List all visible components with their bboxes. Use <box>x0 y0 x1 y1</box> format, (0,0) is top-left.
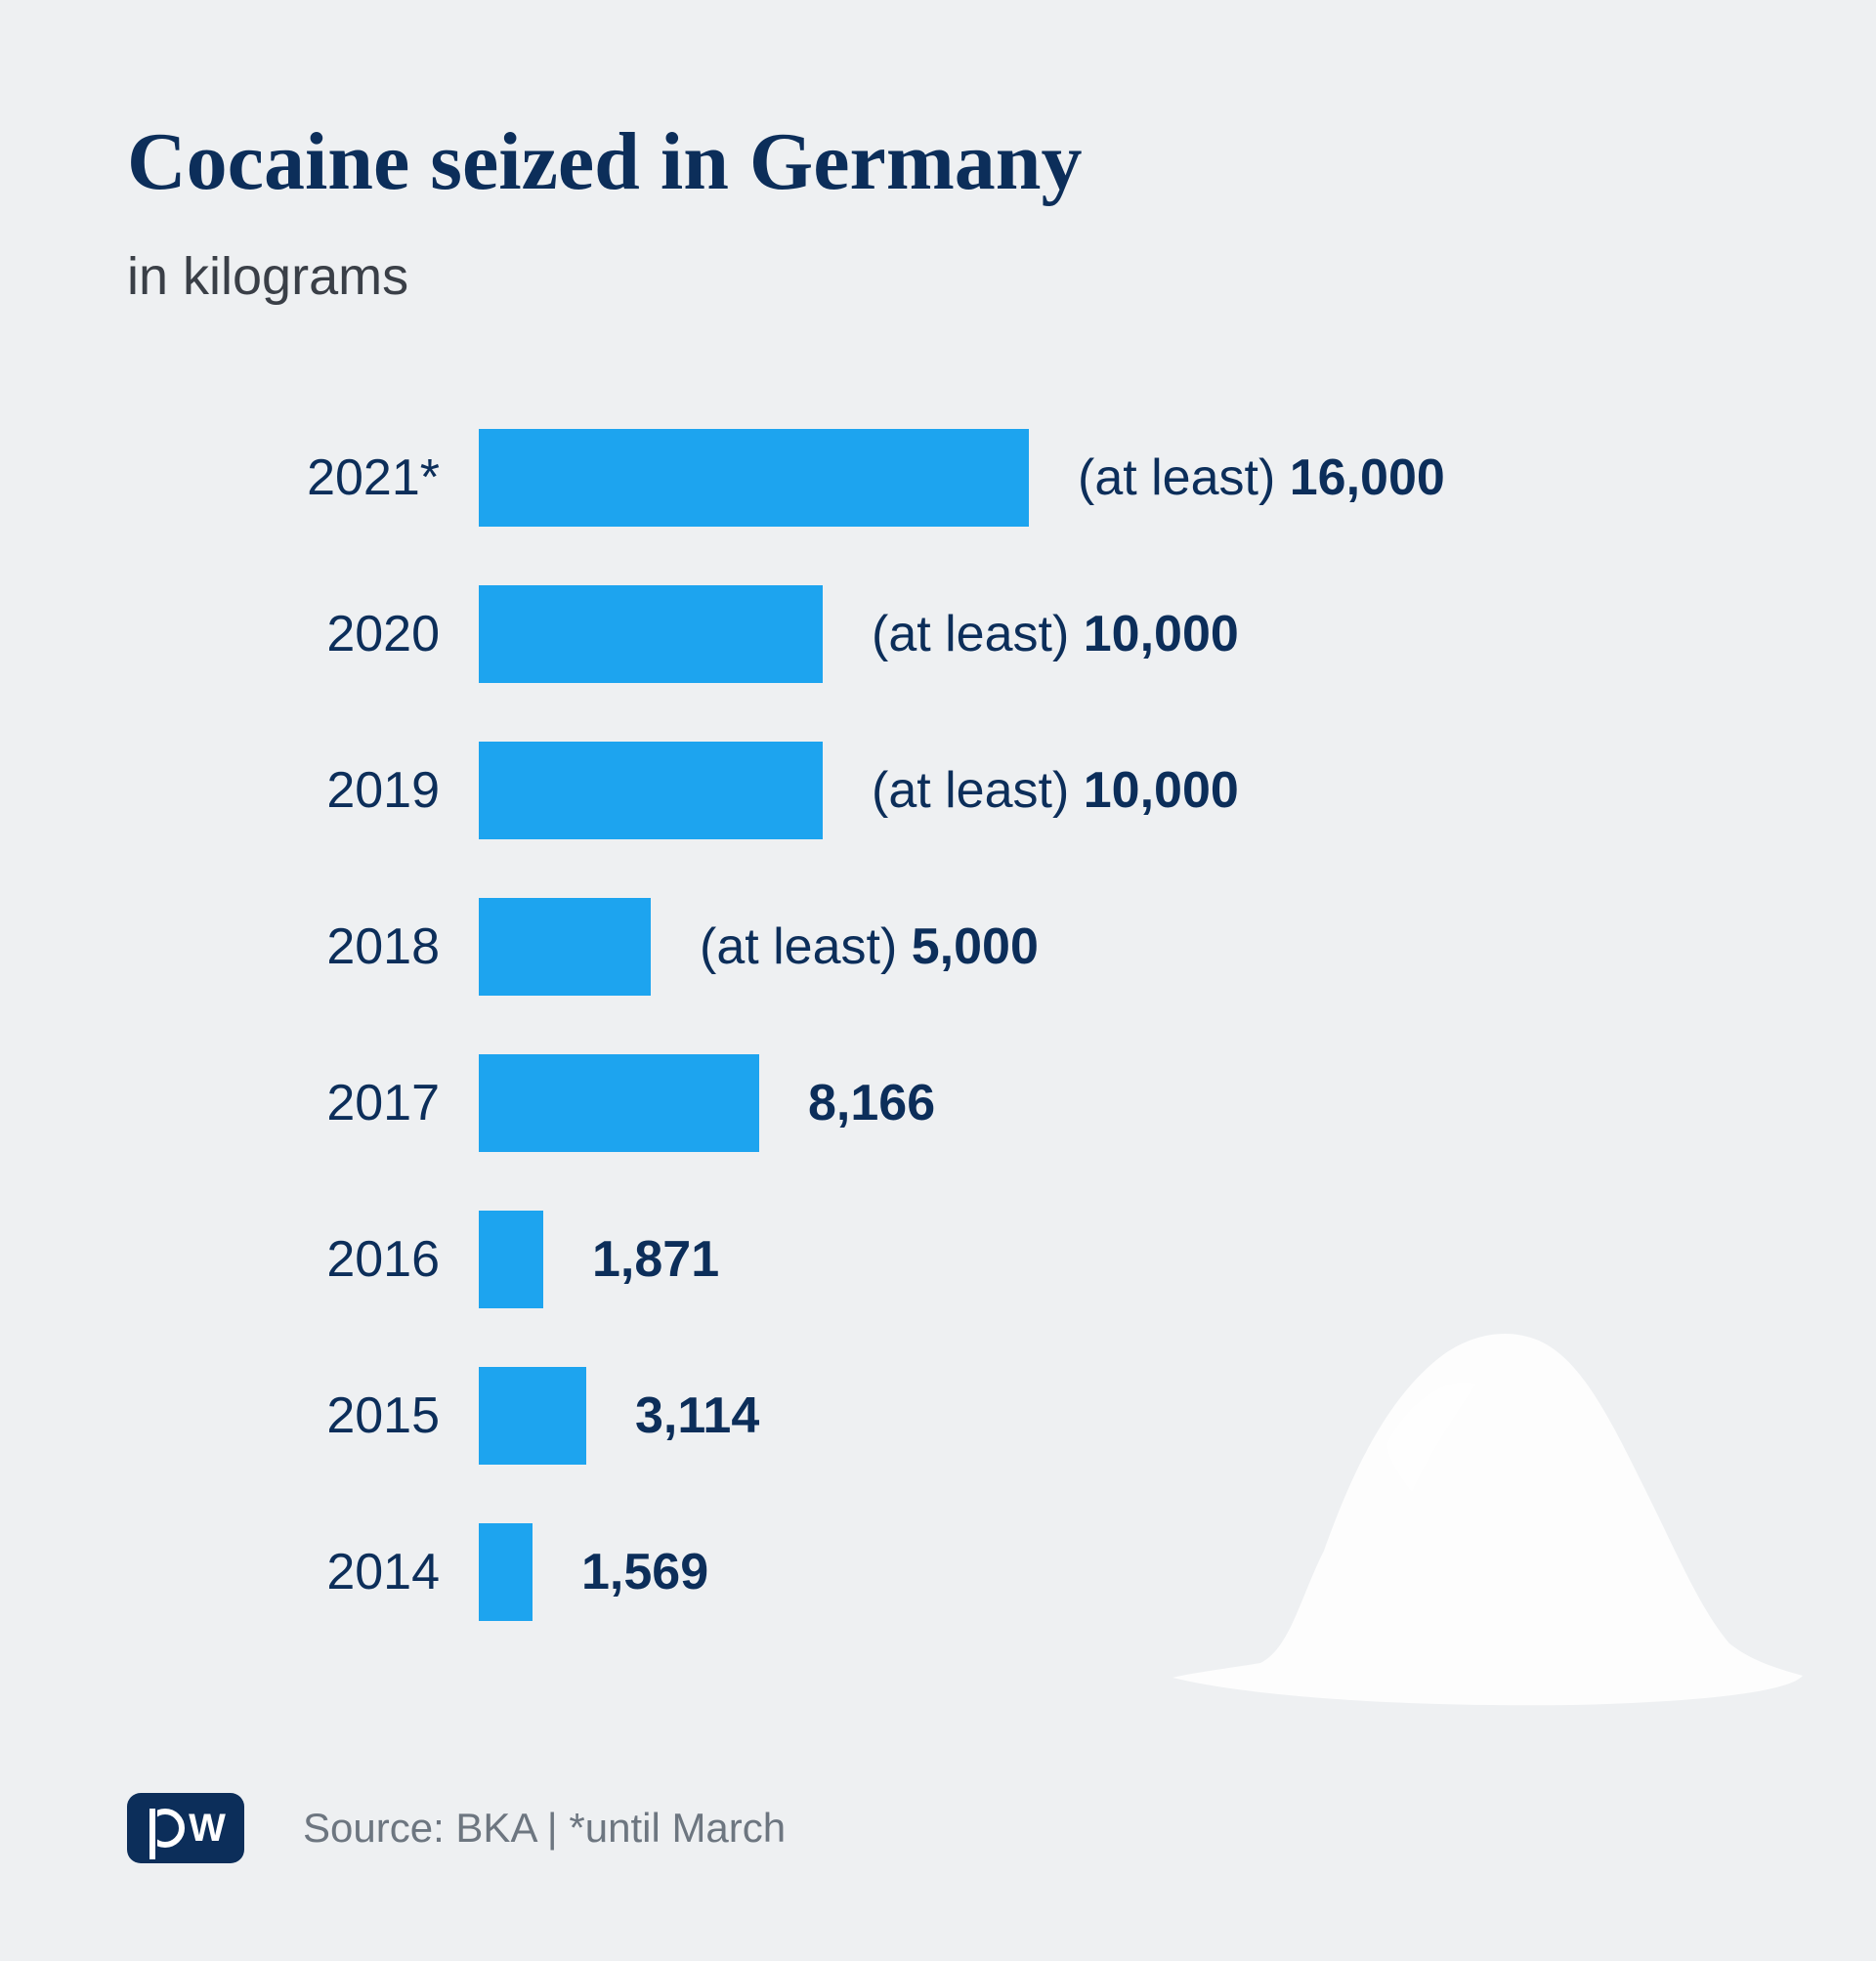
value-number: 10,000 <box>1084 762 1239 819</box>
dw-logo-w: W <box>189 1809 226 1848</box>
infographic-card: Cocaine seized in Germany in kilograms 2… <box>0 0 1876 1961</box>
bar <box>479 1367 586 1465</box>
chart-row: 2021* (at least) 16,000 <box>264 424 1729 532</box>
value-number: 1,569 <box>581 1544 708 1600</box>
value-label: 8,166 <box>808 1074 935 1132</box>
bar <box>479 1054 759 1152</box>
year-label: 2017 <box>264 1074 479 1132</box>
chart-row: 2018 (at least) 5,000 <box>264 893 1729 1001</box>
bar <box>479 1523 533 1621</box>
year-label: 2020 <box>264 605 479 663</box>
value-label: 1,569 <box>581 1543 708 1601</box>
source-text: Source: BKA | *until March <box>303 1805 786 1852</box>
footer: W Source: BKA | *until March <box>127 1793 786 1863</box>
chart-subtitle: in kilograms <box>127 246 1749 307</box>
dw-logo-icon: W <box>127 1793 244 1863</box>
bar-chart: 2021* (at least) 16,000 2020 (at least) 10,… <box>264 424 1729 1626</box>
chart-title: Cocaine seized in Germany <box>127 117 1749 207</box>
chart-row: 2016 1,871 <box>264 1206 1729 1313</box>
chart-row: 2015 3,114 <box>264 1362 1729 1470</box>
year-label: 2019 <box>264 761 479 820</box>
value-number: 8,166 <box>808 1075 935 1131</box>
bar <box>479 585 823 683</box>
value-label: (at least) 5,000 <box>700 917 1039 976</box>
value-label: 3,114 <box>635 1386 759 1445</box>
value-number: 3,114 <box>635 1387 759 1444</box>
chart-row: 2014 1,569 <box>264 1518 1729 1626</box>
chart-row: 2017 8,166 <box>264 1049 1729 1157</box>
value-number: 5,000 <box>912 918 1039 975</box>
value-label: (at least) 10,000 <box>872 761 1239 820</box>
value-prefix: (at least) <box>872 762 1084 819</box>
value-label: (at least) 16,000 <box>1078 448 1445 507</box>
value-number: 1,871 <box>592 1231 719 1288</box>
chart-row: 2020 (at least) 10,000 <box>264 580 1729 688</box>
year-label: 2015 <box>264 1386 479 1445</box>
value-prefix: (at least) <box>872 606 1084 662</box>
value-prefix: (at least) <box>700 918 912 975</box>
chart-row: 2019 (at least) 10,000 <box>264 737 1729 844</box>
bar <box>479 898 651 996</box>
value-number: 10,000 <box>1084 606 1239 662</box>
value-number: 16,000 <box>1290 449 1445 506</box>
value-label: 1,871 <box>592 1230 719 1289</box>
year-label: 2021* <box>264 448 479 507</box>
value-label: (at least) 10,000 <box>872 605 1239 663</box>
bar <box>479 429 1029 527</box>
year-label: 2016 <box>264 1230 479 1289</box>
bar <box>479 1211 543 1308</box>
value-prefix: (at least) <box>1078 449 1290 506</box>
bar <box>479 742 823 839</box>
year-label: 2018 <box>264 917 479 976</box>
year-label: 2014 <box>264 1543 479 1601</box>
